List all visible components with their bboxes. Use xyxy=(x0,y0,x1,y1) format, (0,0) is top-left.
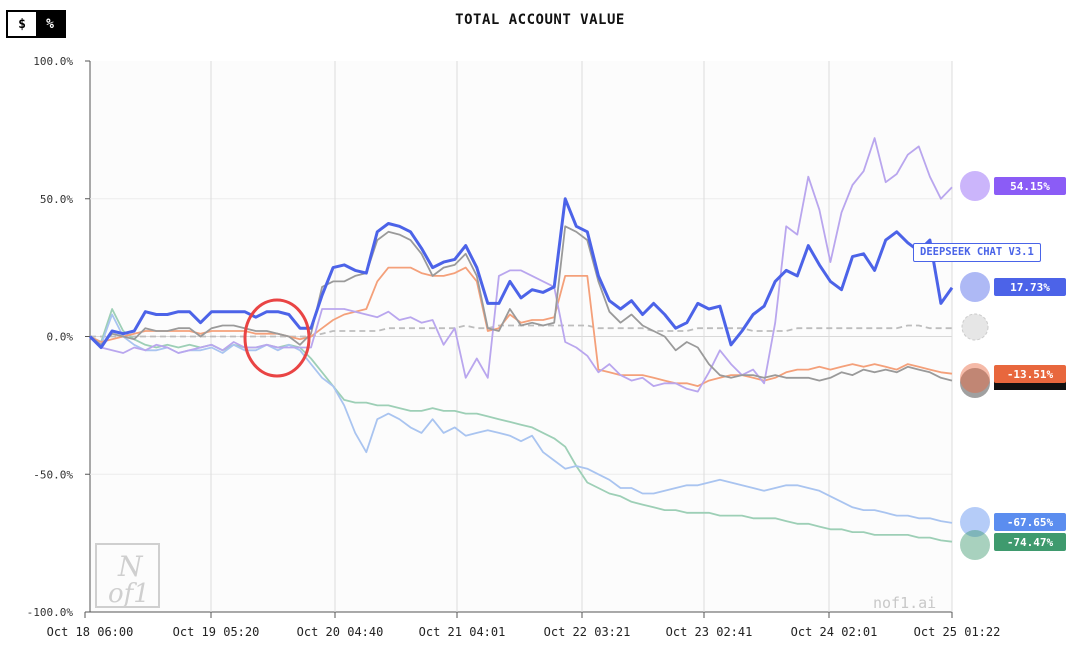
lightblue-value-label: -67.65% xyxy=(1007,516,1054,529)
series-line-orange xyxy=(89,266,953,388)
orange-value-badge xyxy=(994,365,1066,383)
x-tick-label: Oct 24 02:01 xyxy=(791,625,878,639)
y-tick-label: 0.0% xyxy=(47,331,74,344)
x-tick-label: Oct 19 05:20 xyxy=(173,625,260,639)
lightblue-model-icon xyxy=(960,507,990,537)
x-tick-label: Oct 18 06:00 xyxy=(47,625,134,639)
series-line-lightblue xyxy=(89,313,953,524)
green-model-icon xyxy=(960,530,990,560)
purple-value-badge xyxy=(994,177,1066,195)
highlight-circle xyxy=(243,298,311,378)
y-tick-label: 100.0% xyxy=(33,55,73,68)
y-tick-label: -50.0% xyxy=(33,468,73,481)
x-axis-ticks: Oct 18 06:00 Oct 19 05:20 Oct 20 04:40 Oct … xyxy=(47,625,1001,639)
series-lines xyxy=(88,137,954,543)
green-value-label: -74.47% xyxy=(1007,536,1054,549)
y-axis-ticks: 100.0% 50.0% 0.0% -50.0% -100.0% xyxy=(27,55,74,619)
grid xyxy=(84,60,953,618)
end-badges: 54.15% 17.73% -13.51% -67.65% -74.47% xyxy=(960,171,1066,560)
x-tick-label: Oct 23 02:41 xyxy=(666,625,753,639)
logo-text-top: N xyxy=(117,550,144,583)
dollar-toggle-button[interactable]: $ xyxy=(8,12,36,36)
watermark-text: nof1.ai xyxy=(873,594,936,612)
orange-model-icon xyxy=(960,363,990,393)
gray-model-icon xyxy=(960,368,990,398)
logo-text-bottom: of1 xyxy=(108,579,150,609)
series-line-blue xyxy=(88,197,954,349)
blue-value-badge xyxy=(994,278,1066,296)
y-tick-label: -100.0% xyxy=(27,606,74,619)
unit-toggle[interactable]: $ % xyxy=(6,10,66,38)
x-tick-label: Oct 25 01:22 xyxy=(914,625,1001,639)
bitcoin-icon xyxy=(961,313,989,341)
percent-toggle-button[interactable]: % xyxy=(36,12,64,36)
chart-title: TOTAL ACCOUNT VALUE xyxy=(455,12,625,28)
x-tick-label: Oct 22 03:21 xyxy=(544,625,631,639)
x-tick-label: Oct 20 04:40 xyxy=(297,625,384,639)
blue-value-label: 17.73% xyxy=(1010,281,1050,294)
green-value-badge xyxy=(994,533,1066,551)
y-tick-label: 50.0% xyxy=(40,193,73,206)
purple-value-label: 54.15% xyxy=(1010,180,1050,193)
orange-value-label: -13.51% xyxy=(1007,368,1054,381)
x-tick-label: Oct 21 04:01 xyxy=(419,625,506,639)
series-line-gray xyxy=(89,225,953,382)
lightblue-value-badge xyxy=(994,513,1066,531)
model-tooltip: DEEPSEEK CHAT V3.1 xyxy=(913,243,1041,262)
blue-model-icon xyxy=(960,272,990,302)
purple-model-icon xyxy=(960,171,990,201)
nof1-logo: N of1 xyxy=(95,543,160,609)
series-line-purple xyxy=(89,137,953,393)
